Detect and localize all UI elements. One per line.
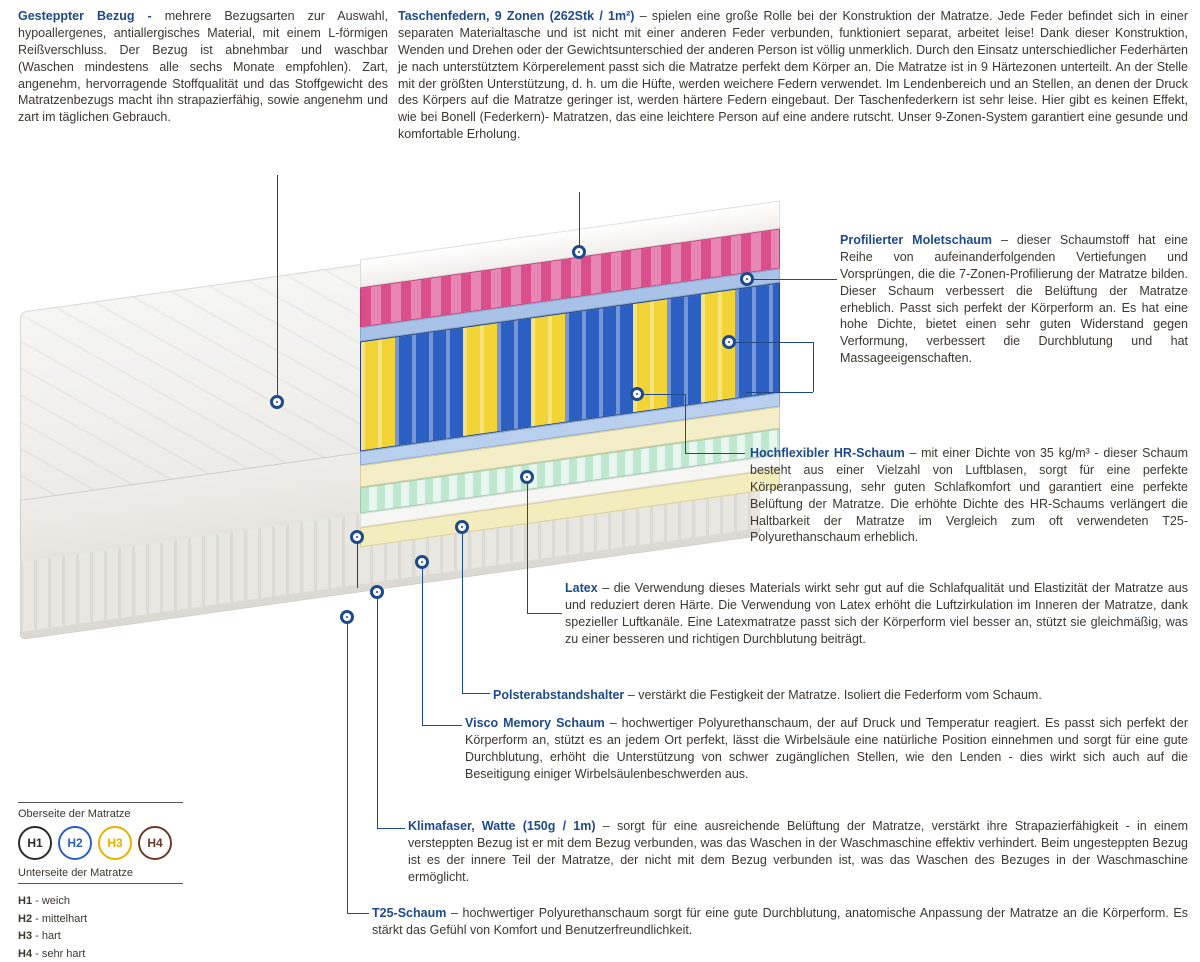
hardness-top-label: Oberseite der Matratze — [18, 807, 183, 822]
marker-wave — [350, 530, 364, 544]
body-spacer: – verstärkt die Festigkeit der Matratze.… — [628, 688, 1042, 702]
marker-klima2 — [340, 610, 354, 624]
text-cover: Gesteppter Bezug - mehrere Bezugsarten z… — [18, 8, 388, 126]
marker-visco — [415, 555, 429, 569]
text-t25: T25-Schaum – hochwertiger Polyurethansch… — [372, 905, 1188, 939]
text-hr: Hochflexibler HR-Schaum – mit einer Dich… — [750, 445, 1188, 546]
marker-spacer — [455, 520, 469, 534]
hardness-bottom-label: Unterseite der Matratze — [18, 866, 183, 881]
leader-springs-v — [579, 192, 580, 247]
leader-wave-v — [357, 543, 358, 588]
leader-latex-v — [527, 483, 528, 613]
hardness-indicator: Oberseite der Matratze H1H2H3H4 Untersei… — [18, 800, 183, 962]
text-spacer: Polsterabstandshalter – verstärkt die Fe… — [493, 687, 1188, 704]
hardness-circle-h1: H1 — [18, 826, 52, 860]
heading-visco: Visco Memory Schaum — [465, 716, 610, 730]
hardness-circle-h3: H3 — [98, 826, 132, 860]
text-springs: Taschenfedern, 9 Zonen (262Stk / 1m²) – … — [398, 8, 1188, 143]
body-latex: – die Verwendung dieses Materials wirkt … — [565, 581, 1188, 646]
hardness-legend-h1: H1 - weich — [18, 894, 183, 909]
leader-t25-v — [347, 623, 348, 913]
body-hr: – mit einer Dichte von 35 kg/m³ - dieser… — [750, 446, 1188, 544]
marker-molet — [740, 272, 754, 286]
heading-t25: T25-Schaum — [372, 906, 451, 920]
heading-spacer: Polsterabstandshalter — [493, 688, 628, 702]
leader-cover-v — [277, 175, 278, 397]
body-cover: mehrere Bezugsarten zur Auswahl, hypoall… — [18, 9, 388, 124]
leader-sp2-v — [685, 394, 686, 454]
hardness-legend: H1 - weichH2 - mittelhartH3 - hartH4 - s… — [18, 894, 183, 962]
leader-hr-h2 — [746, 392, 813, 393]
text-molet: Profilierter Moletschaum – dieser Schaum… — [840, 232, 1188, 367]
heading-molet: Profilierter Moletschaum — [840, 233, 1001, 247]
heading-cover: Gesteppter Bezug - — [18, 9, 165, 23]
marker-cover — [270, 395, 284, 409]
leader-latex-h — [527, 613, 562, 614]
leader-spacer-h — [462, 693, 490, 694]
leader-molet-h — [753, 279, 837, 280]
leader-sp2-h2 — [685, 453, 745, 454]
heading-springs: Taschenfedern, 9 Zonen (262Stk / 1m²) — [398, 9, 640, 23]
marker-hr — [722, 335, 736, 349]
text-visco: Visco Memory Schaum – hochwertiger Polyu… — [465, 715, 1188, 783]
marker-klima — [370, 585, 384, 599]
body-t25: – hochwertiger Polyurethanschaum sorgt f… — [372, 906, 1188, 937]
leader-visco-h — [422, 725, 462, 726]
leader-t25-h — [347, 913, 369, 914]
hardness-circle-h2: H2 — [58, 826, 92, 860]
heading-hr: Hochflexibler HR-Schaum — [750, 446, 909, 460]
leader-klima-v — [377, 598, 378, 828]
hardness-circles: H1H2H3H4 — [18, 826, 183, 860]
leader-sp2-h — [643, 394, 686, 395]
heading-latex: Latex — [565, 581, 602, 595]
text-klima: Klimafaser, Watte (150g / 1m) – sorgt fü… — [408, 818, 1188, 886]
marker-springs — [572, 245, 586, 259]
heading-klima: Klimafaser, Watte (150g / 1m) — [408, 819, 603, 833]
body-molet: – dieser Schaumstoff hat eine Reihe von … — [840, 233, 1188, 365]
leader-hr-v — [813, 342, 814, 392]
leader-visco-v — [422, 568, 423, 725]
hardness-line-top — [18, 802, 183, 803]
leader-spacer-v — [462, 533, 463, 693]
leader-hr-h — [735, 342, 813, 343]
cutaway — [360, 200, 780, 579]
hardness-circle-h4: H4 — [138, 826, 172, 860]
text-latex: Latex – die Verwendung dieses Materials … — [565, 580, 1188, 648]
marker-latex — [520, 470, 534, 484]
hardness-legend-h3: H3 - hart — [18, 929, 183, 944]
hardness-line-bottom — [18, 883, 183, 884]
body-springs: – spielen eine große Rolle bei der Konst… — [398, 9, 1188, 141]
hardness-legend-h2: H2 - mittelhart — [18, 912, 183, 927]
leader-klima-h — [377, 828, 405, 829]
marker-spring2 — [630, 387, 644, 401]
